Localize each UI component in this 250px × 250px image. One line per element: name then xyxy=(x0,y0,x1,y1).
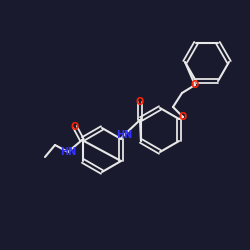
Text: O: O xyxy=(136,97,144,107)
Text: O: O xyxy=(179,112,187,122)
Text: HN: HN xyxy=(116,130,132,140)
Text: O: O xyxy=(71,122,79,132)
Text: O: O xyxy=(191,80,199,90)
Text: HN: HN xyxy=(60,147,76,157)
